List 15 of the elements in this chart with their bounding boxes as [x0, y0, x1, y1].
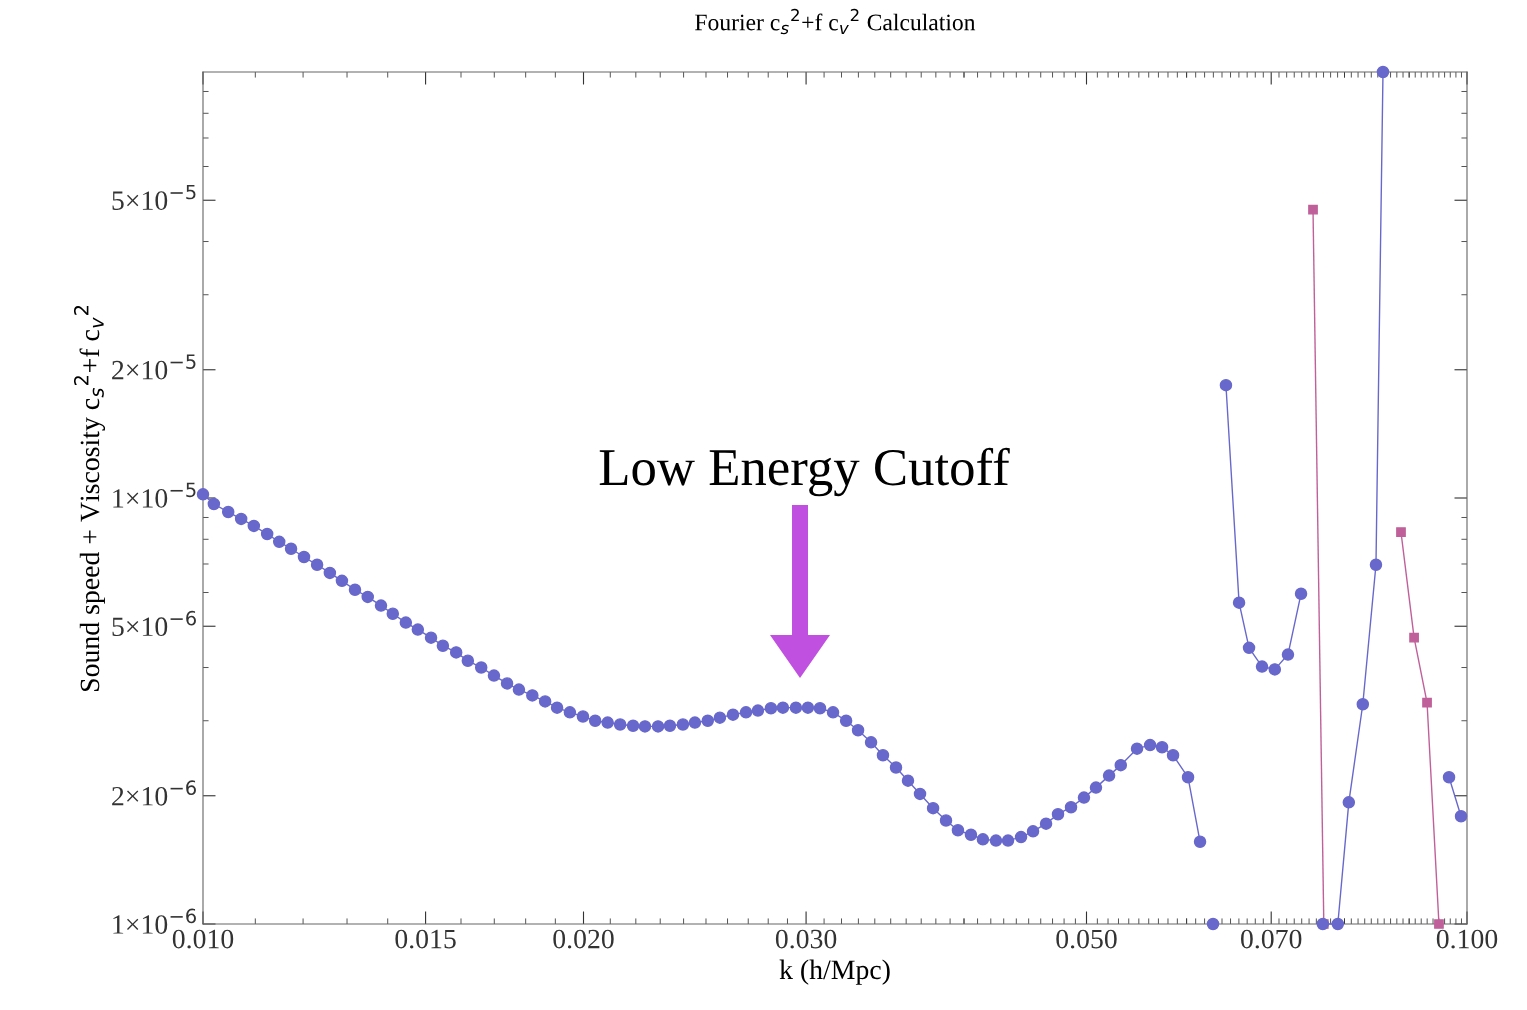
y-tick-label: 1×10$^{−5}$ — [113, 482, 196, 508]
x-tick-label: 0.030 — [775, 929, 837, 949]
x-tick-label: 0.070 — [1241, 929, 1302, 949]
x-tick-label: 0.015 — [395, 929, 456, 949]
x-axis-title: k (h/Mpc) — [779, 959, 890, 985]
y-tick-label: 2×10$^{−6}$ — [112, 780, 196, 806]
annotation: Low Energy Cutoff — [599, 447, 1010, 497]
y-axis-title: Sound speed + Viscosity c$_{s}$$^{2}$+f c$_{v}$$^{2}$ — [73, 305, 106, 691]
x-tick-label: 0.100 — [1436, 929, 1498, 949]
x-tick-label: 0.020 — [553, 929, 614, 949]
y-tick-label: 5×10$^{−5}$ — [112, 184, 196, 210]
x-tick-label: 0.050 — [1056, 929, 1117, 949]
chart-title: Fourier c$_{s}$$^{2}$+f c$_{v}$$^{2}$ Calculation — [695, 8, 976, 35]
y-tick-label: 5×10$^{−6}$ — [112, 610, 196, 637]
y-tick-label: 2×10$^{−5}$ — [112, 354, 196, 380]
